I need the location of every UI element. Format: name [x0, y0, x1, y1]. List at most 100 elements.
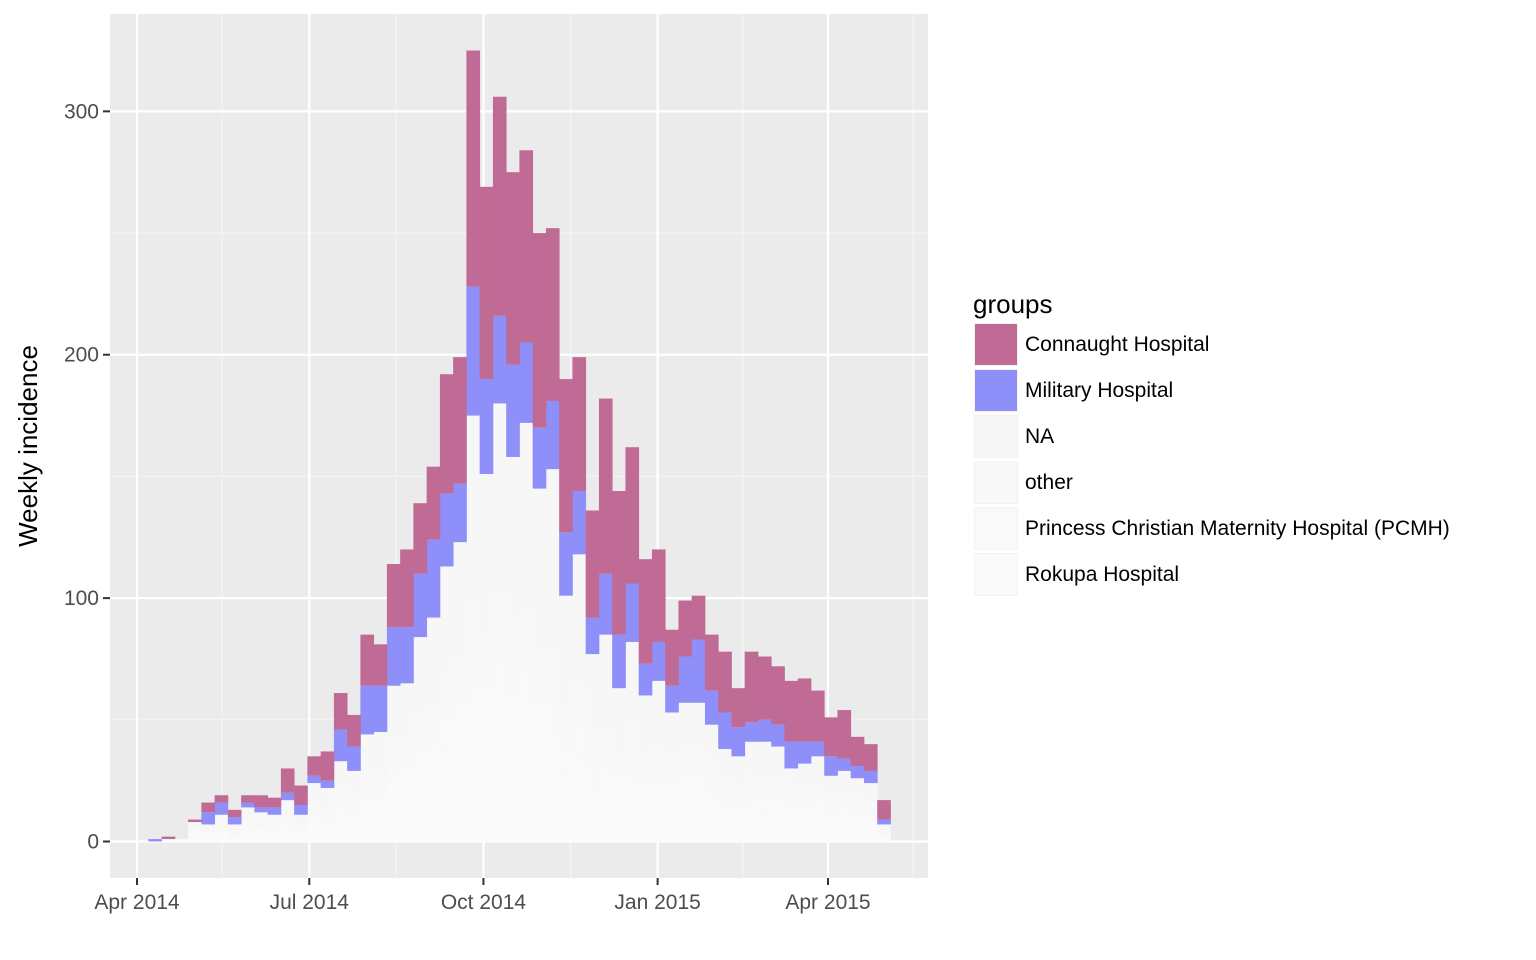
bar-segment	[863, 824, 878, 842]
x-tick-label: Oct 2014	[441, 891, 527, 914]
bar-segment	[227, 817, 242, 825]
bar-segment	[704, 724, 719, 767]
bar-segment	[439, 717, 454, 752]
bar-segment	[506, 456, 520, 640]
bar-segment	[665, 685, 679, 713]
bar-segment	[612, 491, 626, 635]
bar-segment	[678, 797, 693, 842]
bar-segment	[386, 741, 401, 769]
bar-segment	[307, 824, 322, 842]
bar-segment	[665, 802, 679, 842]
bar-segment	[254, 795, 269, 808]
y-tick-label: 200	[64, 344, 99, 367]
legend-key-fill	[975, 370, 1017, 411]
bar-segment	[492, 96, 507, 316]
bar-segment	[227, 834, 242, 837]
bar-segment	[241, 802, 255, 808]
bar-segment	[744, 741, 759, 774]
bar-segment	[320, 780, 335, 788]
bar-segment	[572, 357, 587, 492]
bar-segment	[718, 651, 732, 713]
legend-key-swatch	[974, 461, 1018, 504]
legend-key-swatch	[974, 553, 1018, 596]
bar-segment	[810, 797, 825, 813]
bar-segment	[691, 749, 706, 776]
bar-segment	[797, 787, 812, 803]
bar-segment	[492, 595, 507, 657]
bar-segment	[400, 785, 414, 842]
bar-segment	[307, 783, 322, 805]
x-tick-label: Apr 2014	[94, 891, 180, 914]
bar-segment	[214, 831, 229, 842]
bar-segment	[386, 564, 401, 628]
bars	[148, 50, 891, 842]
bar-segment	[532, 654, 547, 701]
bar-segment	[625, 641, 640, 725]
bar-segment	[294, 785, 308, 805]
bar-segment	[519, 666, 534, 715]
bar-segment	[877, 836, 891, 842]
bar-segment	[347, 714, 361, 747]
bar-segment	[532, 700, 547, 740]
bar-segment	[757, 719, 772, 742]
bar-segment	[294, 834, 308, 842]
bar-segment	[333, 693, 348, 730]
bar-segment	[718, 817, 732, 842]
bar-segment	[545, 228, 560, 401]
bar-segment	[810, 783, 825, 798]
bar-segment	[347, 797, 361, 810]
legend-key-swatch	[974, 369, 1018, 412]
bar-segment	[731, 756, 746, 788]
legend-title: groups	[973, 289, 1053, 319]
bar-segment	[188, 819, 202, 823]
bar-segment	[797, 678, 812, 742]
bar-segment	[466, 605, 481, 664]
bar-segment	[837, 819, 852, 842]
bar-segment	[267, 814, 282, 823]
bar-segment	[426, 766, 441, 842]
bar-segment	[731, 787, 746, 805]
bar-segment	[651, 778, 666, 803]
bar-segment	[744, 651, 759, 723]
bar-segment	[585, 510, 600, 618]
bar-segment	[837, 792, 852, 805]
bar-segment	[612, 688, 626, 752]
series-connaught-hospital	[161, 50, 891, 840]
bar-segment	[877, 829, 891, 835]
bar-segment	[850, 778, 865, 798]
bar-segment	[771, 746, 785, 776]
bar-segment	[188, 829, 202, 835]
bar-segment	[360, 800, 375, 842]
legend-key-fill	[975, 508, 1017, 549]
bar-segment	[545, 469, 560, 647]
bar-segment	[678, 746, 693, 774]
legend-label: Connaught Hospital	[1025, 333, 1210, 356]
bar-segment	[466, 714, 481, 842]
bar-segment	[598, 634, 613, 728]
legend-key-swatch	[974, 415, 1018, 458]
bar-segment	[837, 710, 852, 759]
series-military-hospital	[148, 286, 891, 842]
bar-segment	[347, 809, 361, 818]
bar-segment	[824, 797, 838, 810]
bar-segment	[254, 826, 269, 830]
bar-segment	[810, 812, 825, 842]
bar-segment	[665, 629, 679, 686]
bar-segment	[598, 573, 613, 635]
legend-key-fill	[975, 416, 1017, 457]
bar-segment	[665, 712, 679, 762]
bar-segment	[691, 639, 706, 703]
bar-segment	[559, 595, 573, 708]
bar-segment	[625, 724, 640, 759]
bar-segment	[280, 800, 295, 815]
bar-segment	[453, 542, 467, 659]
legend-item: Princess Christian Maternity Hospital (P…	[974, 506, 1450, 552]
legend-label: Princess Christian Maternity Hospital (P…	[1025, 517, 1450, 540]
bar-segment	[466, 50, 481, 287]
bar-segment	[718, 749, 732, 781]
bar-segment	[532, 233, 547, 428]
y-tick-label: 0	[87, 830, 99, 853]
bar-segment	[850, 809, 865, 823]
bar-segment	[559, 707, 573, 745]
bar-segment	[426, 617, 441, 703]
